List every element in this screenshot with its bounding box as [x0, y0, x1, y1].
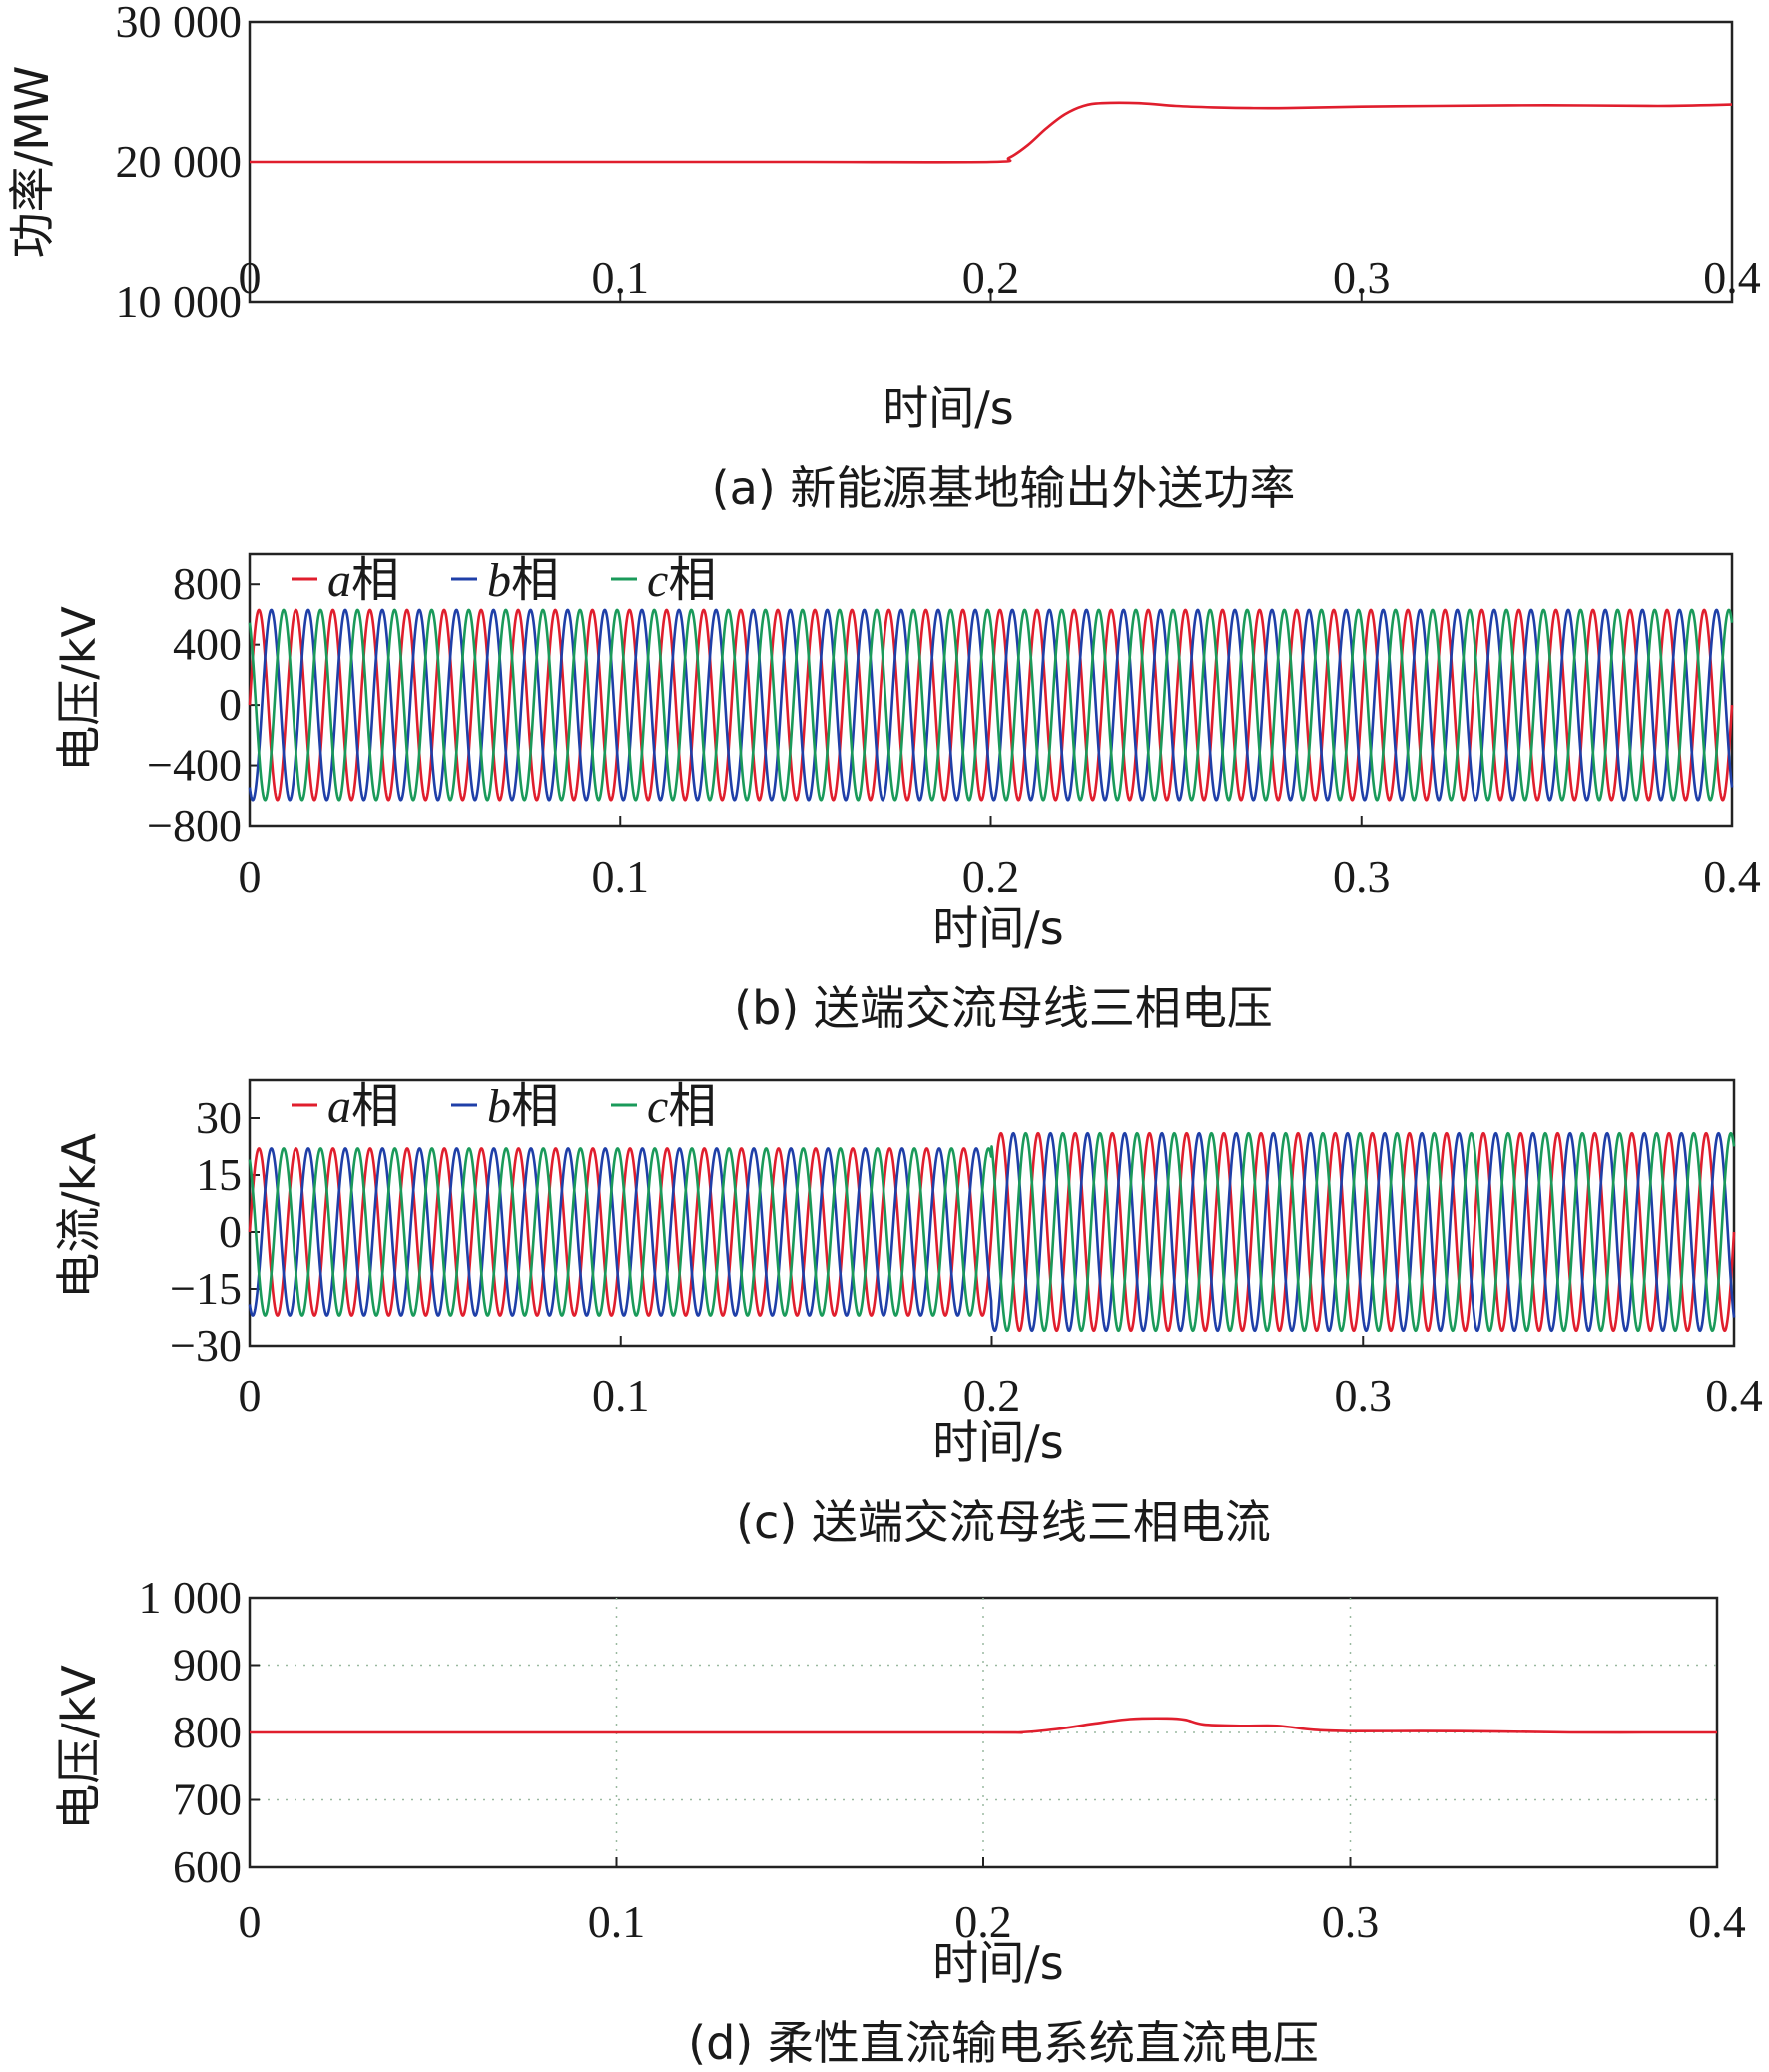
x-tick-label: 0.4 [1688, 1896, 1746, 1947]
series-group [250, 101, 1733, 164]
x-tick-label: 0.2 [954, 1896, 1012, 1947]
legend-symbol: c [647, 554, 668, 607]
series-line-a [248, 608, 1734, 802]
series-line-a [248, 1131, 1736, 1333]
panel-caption: (b) 送端交流母线三相电压 [734, 981, 1273, 1035]
x-tick-label: 0.4 [1703, 252, 1761, 303]
legend-suffix: 相 [668, 1078, 716, 1134]
series-line [250, 101, 1733, 164]
legend-suffix: 相 [511, 1078, 559, 1134]
legend-symbol: c [647, 1080, 668, 1133]
y-tick-label: 30 000 [116, 0, 243, 47]
x-tick-label: 0.1 [592, 252, 650, 303]
panel-caption: (a) 新能源基地输出外送功率 [712, 461, 1296, 515]
series-line [250, 1717, 1717, 1734]
x-tick-label: 0 [239, 1370, 262, 1421]
y-tick-label: 600 [173, 1841, 242, 1892]
y-tick-label: 400 [173, 619, 242, 670]
panel-caption: (c) 送端交流母线三相电流 [736, 1495, 1271, 1549]
x-tick-labels: 0 0.1 0.2 0.3 0.4 [239, 252, 1761, 303]
y-tick-label: 800 [173, 1707, 242, 1757]
x-tick-label: 0.1 [592, 851, 650, 902]
y-tick-label: 0 [219, 1206, 242, 1257]
x-axis-label: 时间/s [932, 901, 1063, 955]
y-tick-label: 1 000 [139, 1572, 243, 1623]
series-line-b [248, 1131, 1736, 1333]
y-tick-label: 15 [196, 1149, 242, 1200]
x-tick-label: 0.2 [963, 1370, 1021, 1421]
panel-a-power: 10 000 20 000 30 000 0 0.1 0.2 0.3 0.4 功率/MW 时… [5, 0, 1761, 515]
x-tick-labels: 0 0.1 0.2 0.3 0.4 [239, 1896, 1746, 1947]
x-tick-label: 0.4 [1705, 1370, 1763, 1421]
legend-entry-c: c相 [647, 1078, 716, 1134]
x-tick-label: 0 [239, 851, 262, 902]
gridlines [249, 21, 1733, 303]
y-tick-label: 0 [219, 679, 242, 730]
y-tick-label: 800 [173, 558, 242, 609]
x-tick-label: 0.3 [1335, 1370, 1393, 1421]
legend-suffix: 相 [511, 552, 559, 608]
legend-entry-a: a相 [327, 1078, 399, 1134]
x-tick-label: 0.2 [962, 851, 1020, 902]
x-axis-label: 时间/s [883, 381, 1013, 435]
series-line-c [248, 608, 1734, 802]
x-tick-label: 0 [239, 252, 262, 303]
y-tick-label: −30 [170, 1320, 242, 1371]
y-axis-label: 电压/kV [52, 606, 106, 772]
y-tick-label: 20 000 [116, 136, 243, 187]
x-tick-labels: 0 0.1 0.2 0.3 0.4 [239, 1370, 1763, 1421]
legend: a相 b相 c相 [292, 552, 716, 608]
x-tick-label: 0.4 [1703, 851, 1761, 902]
y-tick-labels: 10 000 20 000 30 000 [116, 0, 243, 327]
y-tick-labels: 600 700 800 900 1 000 [139, 1572, 243, 1892]
legend-suffix: 相 [351, 1078, 399, 1134]
series-group [250, 1717, 1717, 1734]
x-tick-label: 0.1 [588, 1896, 646, 1947]
y-tick-label: −400 [147, 740, 242, 791]
y-axis-label: 电流/kA [52, 1133, 106, 1299]
x-tick-label: 0.2 [962, 252, 1020, 303]
legend-entry-c: c相 [647, 552, 716, 608]
y-axis-label: 电压/kV [52, 1665, 106, 1830]
panel-caption: (d) 柔性直流输电系统直流电压 [688, 2016, 1319, 2070]
y-tick-label: −15 [170, 1263, 242, 1314]
y-tick-label: 700 [173, 1774, 242, 1825]
legend-entry-a: a相 [327, 552, 399, 608]
y-tick-labels: −30 −15 0 15 30 [170, 1092, 242, 1371]
legend-symbol: a [327, 1080, 351, 1133]
y-tick-label: 900 [173, 1640, 242, 1691]
legend-entry-b: b相 [487, 552, 559, 608]
x-axis-label: 时间/s [932, 1415, 1063, 1469]
x-tick-label: 0.3 [1333, 851, 1391, 902]
y-axis-label: 功率/MW [5, 66, 59, 259]
y-tick-labels: −800 −400 0 400 800 [147, 558, 242, 851]
series-line-b [248, 608, 1734, 802]
legend-suffix: 相 [351, 552, 399, 608]
legend-suffix: 相 [668, 552, 716, 608]
x-tick-label: 0.1 [592, 1370, 650, 1421]
x-tick-labels: 0 0.1 0.2 0.3 0.4 [239, 851, 1761, 902]
panel-d-dc-voltage: 600 700 800 900 1 000 0 0.1 0.2 0.3 0.4 电压/kV 时间… [52, 1572, 1746, 2070]
y-tick-label: −800 [147, 800, 242, 851]
legend-symbol: a [327, 554, 351, 607]
x-tick-label: 0 [239, 1896, 262, 1947]
y-tick-label: 30 [196, 1092, 242, 1143]
series-group [248, 1131, 1736, 1333]
legend-symbol: b [487, 1080, 511, 1133]
series-group [248, 608, 1734, 802]
x-tick-label: 0.3 [1322, 1896, 1380, 1947]
legend-entry-b: b相 [487, 1078, 559, 1134]
x-tick-label: 0.3 [1333, 252, 1391, 303]
legend: a相 b相 c相 [292, 1078, 716, 1134]
series-line-c [248, 1131, 1736, 1333]
y-tick-label: 10 000 [116, 276, 243, 327]
legend-symbol: b [487, 554, 511, 607]
gridlines [249, 1117, 1735, 1347]
x-axis-label: 时间/s [932, 1936, 1063, 1990]
